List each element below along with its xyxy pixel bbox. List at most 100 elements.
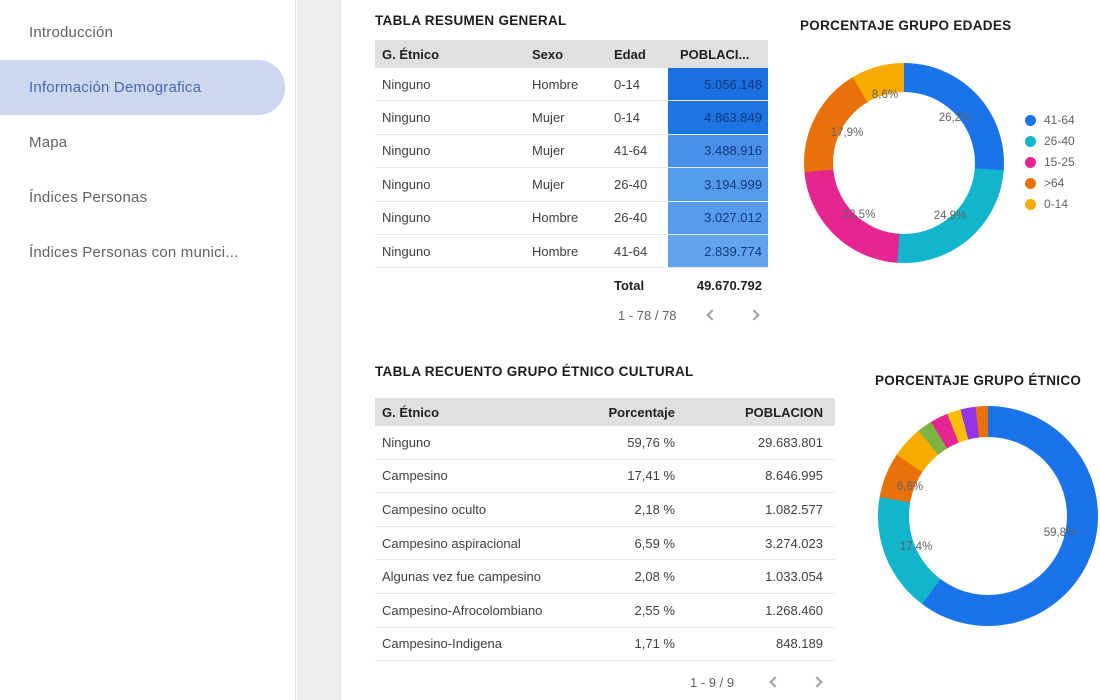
cell-sexo: Mujer <box>532 143 565 159</box>
chevron-right-icon[interactable] <box>741 305 767 325</box>
cell-poblacion-heatmap: 2.839.774 <box>668 234 768 268</box>
table-row[interactable]: Campesino aspiracional 6,59 % 3.274.023 <box>375 527 835 561</box>
sidebar-item-indices-personas-municipio[interactable]: Índices Personas con munici... <box>29 244 239 261</box>
sidebar-item-mapa[interactable]: Mapa <box>29 134 68 151</box>
cell-poblacion: 3.274.023 <box>765 535 823 551</box>
slice-label: 17,4% <box>899 541 933 553</box>
cell-edad: 0-14 <box>614 110 641 126</box>
cell-poblacion-heatmap: 3.027.012 <box>668 201 768 234</box>
cell-poblacion: 1.082.577 <box>765 501 823 517</box>
cell-etnico: Ninguno <box>382 110 431 126</box>
cell-etnico: Campesino <box>382 468 448 484</box>
chevron-right-icon[interactable] <box>804 672 830 692</box>
legend-dot-icon <box>1025 198 1036 210</box>
page-range-label: 1 - 78 / 78 <box>618 307 677 323</box>
chevron-left-icon[interactable] <box>699 305 725 325</box>
slice-label: 24,9% <box>933 210 967 222</box>
legend-dot-icon <box>1025 156 1036 168</box>
table-row[interactable]: Ninguno 59,76 % 29.683.801 <box>375 426 835 460</box>
slice-label: 6,6% <box>896 481 924 493</box>
sidebar-item-informacion-demografica[interactable]: Información Demografica <box>0 60 285 115</box>
col-header-poblacion[interactable]: POBLACI... <box>680 46 750 62</box>
cell-edad: 0-14 <box>614 76 641 92</box>
donut-hole <box>909 437 1067 595</box>
summary-table-total-row: Total 49.670.792 <box>375 270 768 300</box>
cell-poblacion-heatmap: 3.488.916 <box>668 134 768 168</box>
report-nav-sidebar: Introducción Información Demografica Map… <box>0 0 296 700</box>
table-row[interactable]: Ninguno Hombre 0-14 5.056.148 <box>375 68 768 102</box>
legend-label: 26-40 <box>1044 134 1075 148</box>
cell-poblacion-heatmap: 5.056.148 <box>668 68 768 101</box>
legend-item[interactable]: 26-40 <box>1025 133 1075 149</box>
sidebar-item-indices-personas[interactable]: Índices Personas <box>29 189 148 206</box>
summary-table: G. Étnico Sexo Edad POBLACI... Ninguno H… <box>375 40 768 300</box>
ages-chart-title: PORCENTAJE GRUPO EDADES <box>800 18 1012 33</box>
cell-poblacion-heatmap: 4.863.849 <box>668 101 768 134</box>
col-header-etnico[interactable]: G. Étnico <box>382 404 440 420</box>
cell-etnico: Ninguno <box>382 210 431 226</box>
cell-etnico: Campesino-Afrocolombiano <box>382 602 543 618</box>
cell-etnico: Campesino-Indigena <box>382 636 502 652</box>
col-header-porcentaje[interactable]: Porcentaje <box>608 404 675 420</box>
table-row[interactable]: Campesino-Afrocolombiano 2,55 % 1.268.46… <box>375 594 835 628</box>
table-row[interactable]: Algunas vez fue campesino 2,08 % 1.033.0… <box>375 560 835 594</box>
table-row[interactable]: Ninguno Hombre 41-64 2.839.774 <box>375 234 768 269</box>
cell-porcentaje: 2,18 % <box>634 501 675 517</box>
legend-dot-icon <box>1025 114 1036 126</box>
ethnic-table-title: TABLA RECUENTO GRUPO ÉTNICO CULTURAL <box>375 364 694 379</box>
legend-label: >64 <box>1044 176 1065 190</box>
legend-item[interactable]: >64 <box>1025 175 1075 191</box>
cell-etnico: Ninguno <box>382 243 431 259</box>
cell-poblacion: 29.683.801 <box>757 434 823 450</box>
table-row[interactable]: Ninguno Mujer 41-64 3.488.916 <box>375 134 768 169</box>
page-gutter <box>297 0 341 700</box>
cell-edad: 41-64 <box>614 243 648 259</box>
table-row[interactable]: Ninguno Hombre 26-40 3.027.012 <box>375 201 768 235</box>
ethnic-table-header: G. Étnico Porcentaje POBLACION <box>375 398 835 426</box>
table-row[interactable]: Campesino 17,41 % 8.646.995 <box>375 460 835 494</box>
table-row[interactable]: Campesino oculto 2,18 % 1.082.577 <box>375 493 835 527</box>
ethnic-donut-chart[interactable]: 59,8% 17,4% 6,6% <box>878 406 1098 626</box>
cell-porcentaje: 17,41 % <box>627 468 675 484</box>
col-header-sexo[interactable]: Sexo <box>532 46 564 62</box>
cell-etnico: Ninguno <box>382 176 431 192</box>
cell-porcentaje: 2,55 % <box>634 602 675 618</box>
donut-hole <box>833 92 975 234</box>
col-header-poblacion[interactable]: POBLACION <box>745 404 823 420</box>
legend-item[interactable]: 0-14 <box>1025 196 1075 212</box>
legend-label: 0-14 <box>1044 197 1069 211</box>
ethnic-chart-title: PORCENTAJE GRUPO ÉTNICO <box>875 373 1082 388</box>
chevron-left-icon[interactable] <box>762 672 788 692</box>
cell-poblacion-heatmap: 3.194.999 <box>668 168 768 201</box>
table-row[interactable]: Ninguno Mujer 26-40 3.194.999 <box>375 168 768 202</box>
summary-table-pager: 1 - 78 / 78 <box>618 305 767 325</box>
cell-sexo: Mujer <box>532 110 565 126</box>
cell-etnico: Ninguno <box>382 434 431 450</box>
total-value: 49.670.792 <box>696 277 762 293</box>
ethnic-table-pager: 1 - 9 / 9 <box>690 672 830 692</box>
cell-etnico: Ninguno <box>382 143 431 159</box>
legend-label: 41-64 <box>1044 113 1075 127</box>
ages-donut-chart[interactable]: 26,2% 24,9% 22,5% 17,9% 8,6% <box>804 63 1004 263</box>
total-label: Total <box>614 277 645 293</box>
cell-edad: 26-40 <box>614 176 648 192</box>
slice-label: 8,6% <box>871 89 899 101</box>
cell-etnico: Campesino oculto <box>382 501 487 517</box>
col-header-edad[interactable]: Edad <box>614 46 646 62</box>
summary-table-header: G. Étnico Sexo Edad POBLACI... <box>375 40 768 68</box>
cell-sexo: Hombre <box>532 76 579 92</box>
sidebar-item-introduccion[interactable]: Introducción <box>29 24 114 41</box>
cell-etnico: Algunas vez fue campesino <box>382 569 541 585</box>
col-header-etnico[interactable]: G. Étnico <box>382 46 440 62</box>
summary-table-title: TABLA RESUMEN GENERAL <box>375 13 567 28</box>
cell-porcentaje: 2,08 % <box>634 569 675 585</box>
legend-item[interactable]: 41-64 <box>1025 112 1075 128</box>
table-row[interactable]: Ninguno Mujer 0-14 4.863.849 <box>375 101 768 135</box>
legend-item[interactable]: 15-25 <box>1025 154 1075 170</box>
cell-edad: 41-64 <box>614 143 648 159</box>
table-row[interactable]: Campesino-Indigena 1,71 % 848.189 <box>375 628 835 662</box>
cell-poblacion: 8.646.995 <box>765 468 823 484</box>
cell-porcentaje: 1,71 % <box>634 636 675 652</box>
legend-dot-icon <box>1025 135 1036 147</box>
